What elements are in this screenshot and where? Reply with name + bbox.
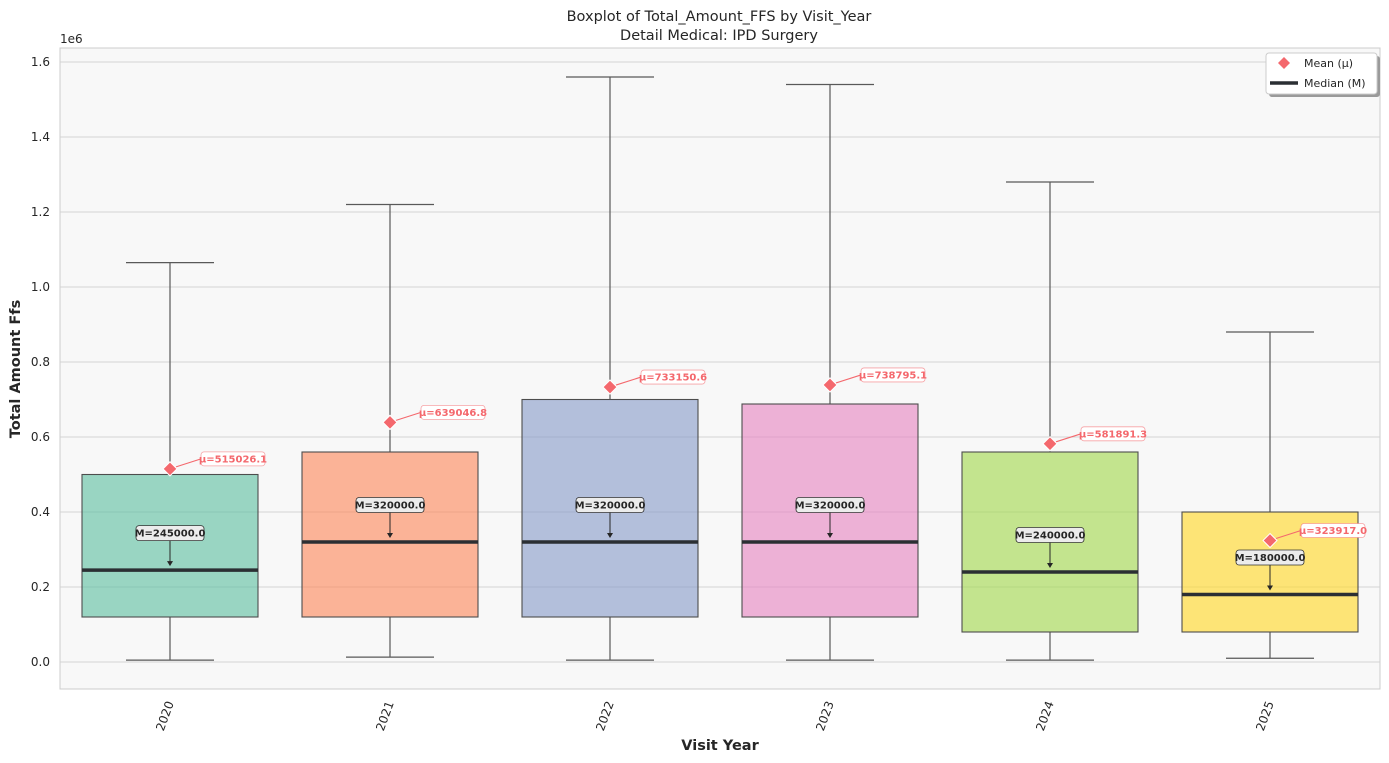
median-label: M=320000.0 [575,501,646,512]
y-axis-label: Total Amount Ffs [8,300,24,438]
mean-label-box [860,367,926,383]
y-axis-ticks: 0.0 0.2 0.4 0.6 0.8 1.0 1.2 1.4 1.6 [31,55,50,669]
chart-title: Boxplot of Total_Amount_FFS by Visit_Yea… [567,9,872,25]
legend-mean-marker [1278,57,1290,69]
y-tick-label: 0.0 [31,655,50,669]
mean-label: μ=323917.0 [1299,526,1367,537]
mean-marker [602,379,618,395]
median-label: M=240000.0 [1015,531,1086,542]
median-arrow-head [1267,585,1273,591]
mean-arrow [835,374,862,384]
median-label: M=180000.0 [1235,553,1306,564]
x-tick-label: 2022 [593,699,617,732]
median-label: M=320000.0 [355,501,426,512]
mean-label: μ=639046.8 [419,408,487,419]
grid-lines [60,61,1380,663]
mean-marker [1042,436,1058,452]
mean-label-box [200,451,266,467]
mean-arrow [175,458,202,468]
box-group-2022: M=320000.0 μ=733150.6 [521,76,707,661]
box-group-2024: M=240000.0 μ=581891.3 [961,181,1147,661]
y-tick-label: 1.2 [31,205,50,219]
y-tick-label: 0.4 [31,505,50,519]
plot-area [59,47,1381,690]
box-group-2025: M=180000.0 μ=323917.0 [1181,331,1367,659]
y-tick-label: 0.8 [31,355,50,369]
median-label: M=245000.0 [135,529,206,540]
mean-marker [162,461,178,477]
legend: Mean (μ) Median (M) [1265,52,1380,97]
x-tick-label: 2025 [1253,699,1277,732]
mean-label-box [1300,523,1366,538]
mean-marker [382,414,398,431]
median-arrow-head [167,561,173,567]
median-arrow-head [387,533,393,538]
y-tick-label: 1.0 [31,280,50,294]
box-group-2023: M=320000.0 μ=738795.1 [741,83,927,661]
mean-marker [822,377,838,393]
median-arrow-head [827,533,833,538]
mean-label: μ=581891.3 [1079,429,1147,440]
box-group-2020: M=245000.0 μ=515026.1 [81,262,267,661]
mean-marker [1262,532,1278,549]
x-axis-label: Visit Year [681,738,759,754]
y-tick-label: 0.6 [31,430,50,444]
median-label: M=320000.0 [795,501,866,512]
legend-median-label: Median (M) [1304,77,1366,90]
mean-arrow [1275,530,1302,540]
mean-label: μ=515026.1 [199,454,267,465]
y-tick-label: 1.6 [31,55,50,69]
x-tick-label: 2024 [1033,699,1057,732]
mean-label-box [1080,426,1146,442]
mean-label: μ=738795.1 [859,370,927,381]
mean-label: μ=733150.6 [639,373,707,384]
y-tick-label: 0.2 [31,580,50,594]
x-tick-label: 2020 [153,699,177,732]
mean-label-box [640,369,706,385]
mean-arrow [615,376,642,386]
median-arrow-head [1047,563,1053,568]
x-tick-label: 2021 [373,699,397,732]
chart-subtitle: Detail Medical: IPD Surgery [620,28,818,44]
x-tick-label: 2023 [813,699,837,732]
x-axis-ticks: 2020 2021 2022 2023 2024 2025 [153,699,1277,732]
y-tick-label: 1.4 [31,130,50,144]
median-arrow-head [607,533,613,538]
mean-arrow [1055,433,1082,443]
y-scale-label: 1e6 [60,32,83,46]
mean-label-box [420,404,486,420]
mean-arrow [395,411,422,421]
legend-mean-label: Mean (μ) [1304,57,1353,70]
box-series: M=245000.0 μ=515026.1 M=320000.0 μ=639046.8… [81,76,1367,661]
box-group-2021: M=320000.0 μ=639046.8 [301,203,487,658]
